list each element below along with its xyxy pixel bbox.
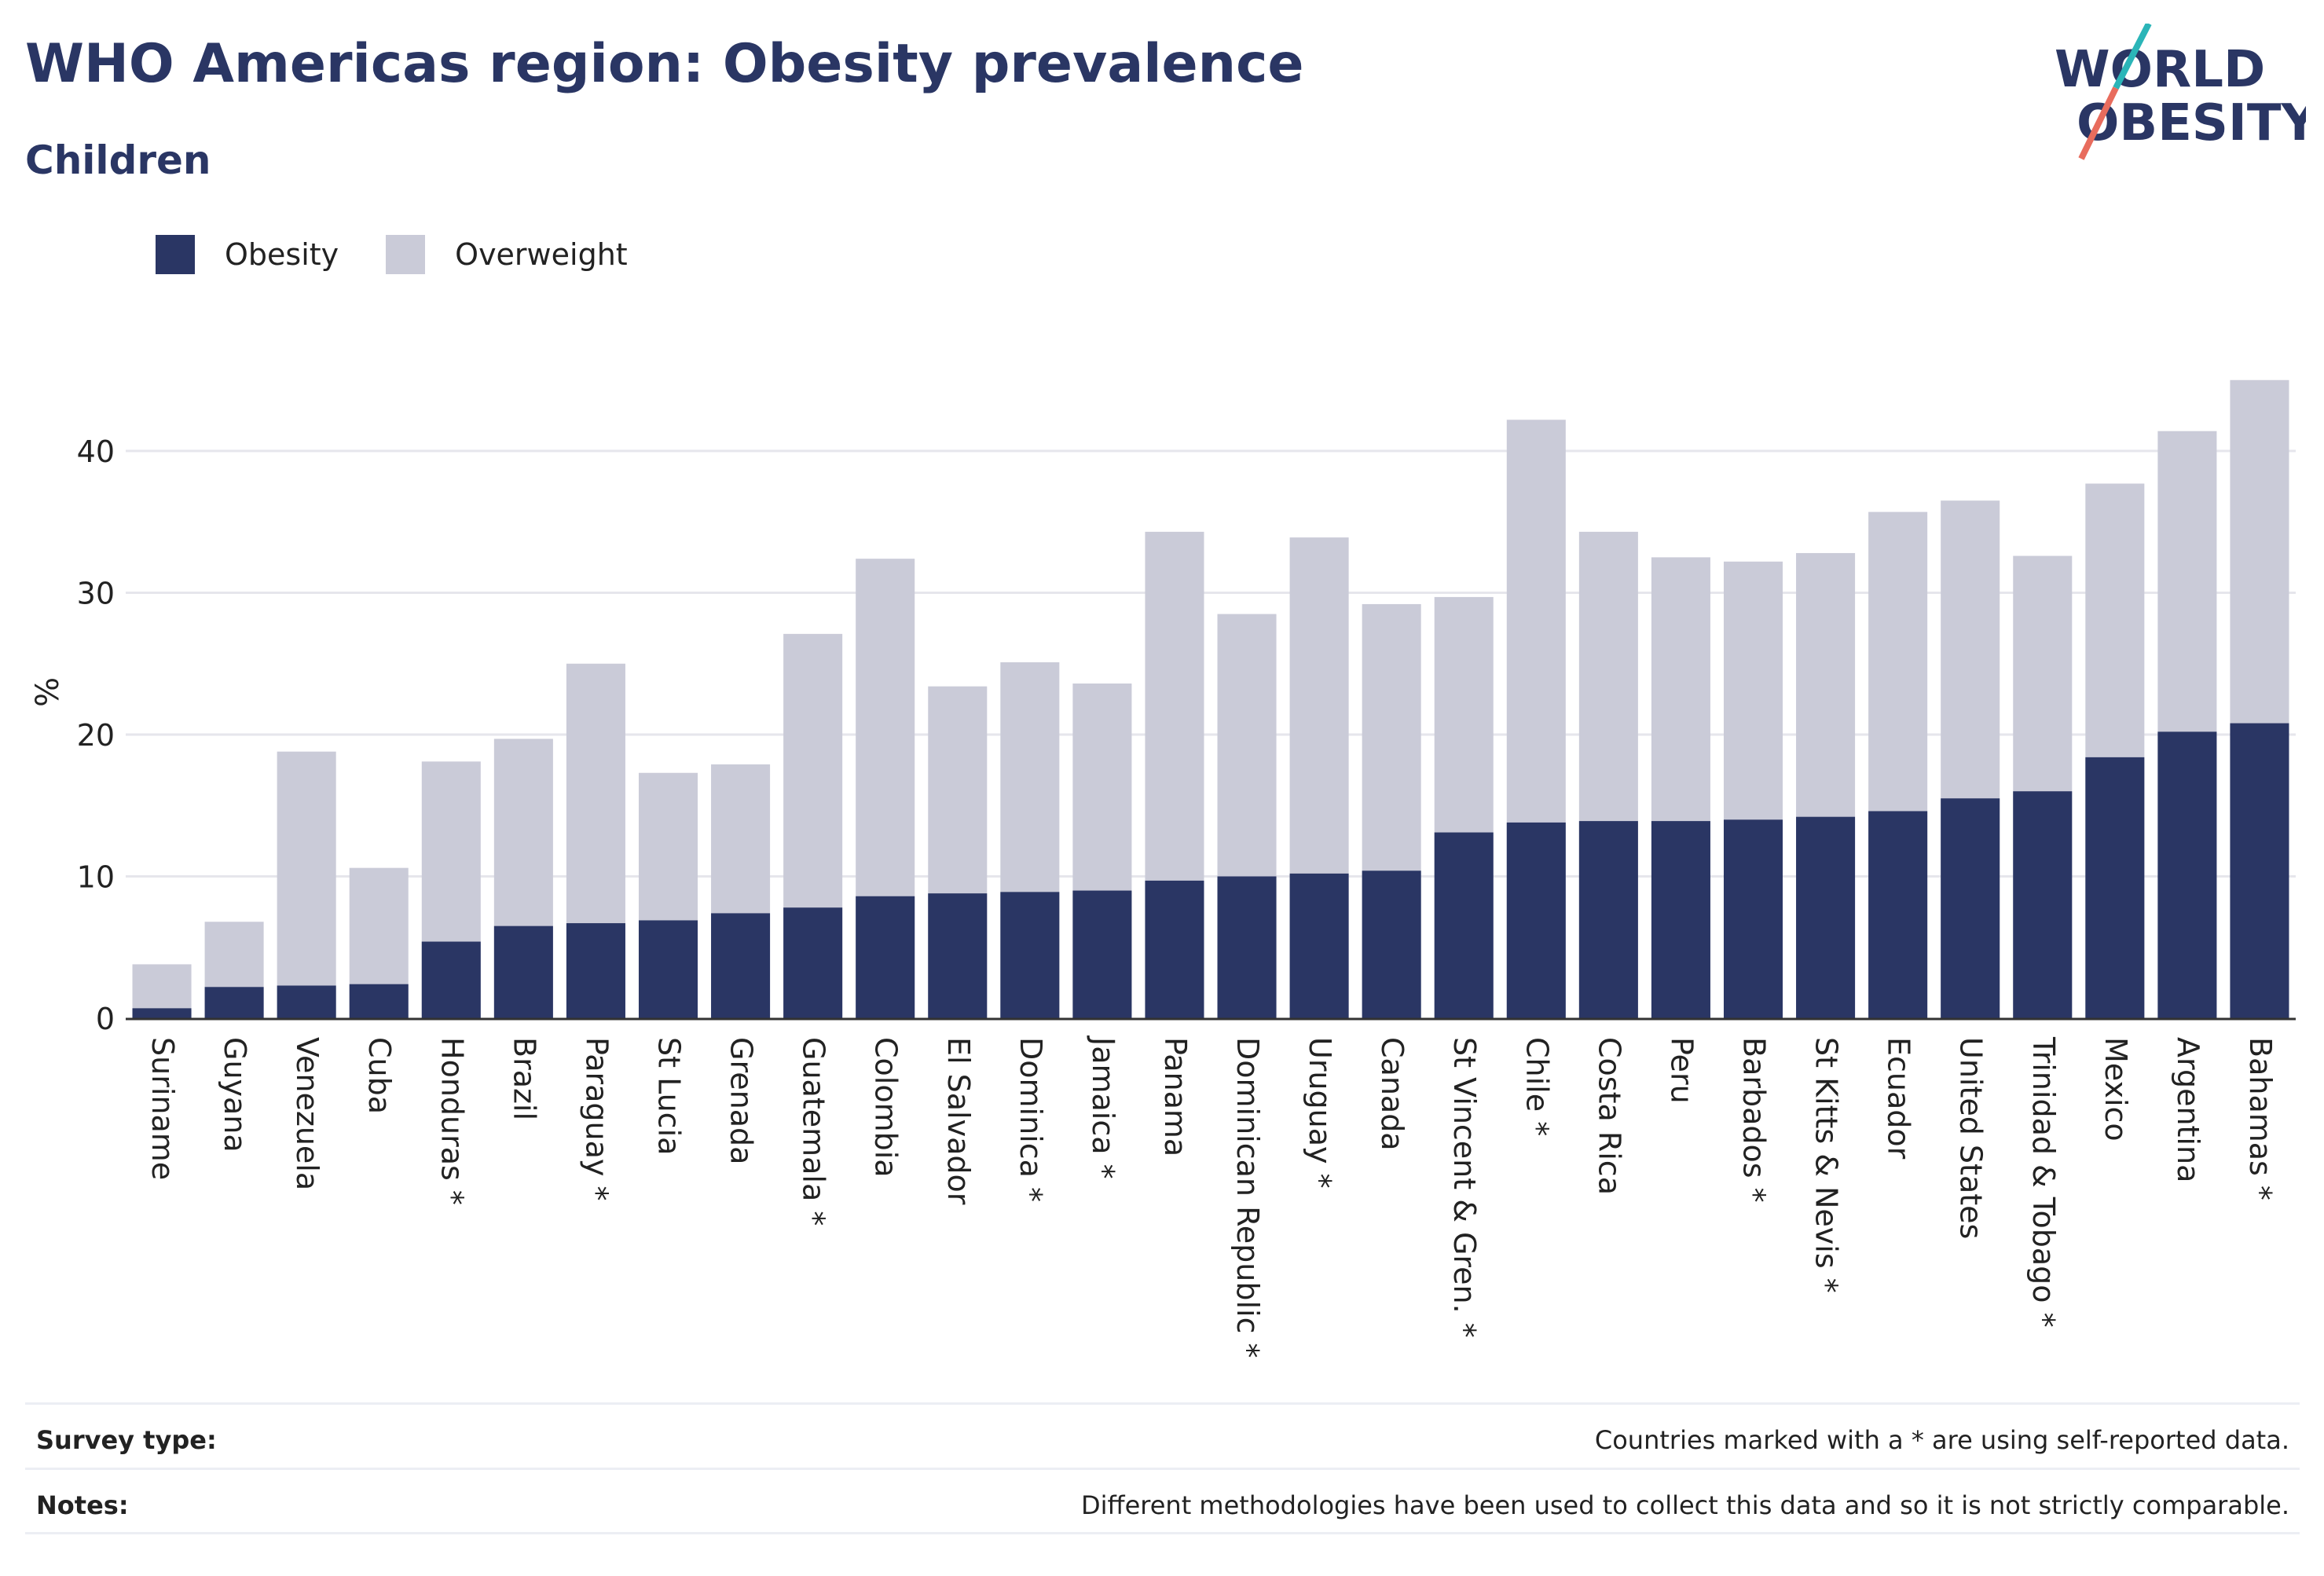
chart-subtitle: Children bbox=[25, 137, 211, 183]
bar-obesity bbox=[2013, 791, 2073, 1018]
bar-obesity bbox=[1868, 811, 1928, 1018]
bar-overweight bbox=[277, 751, 336, 1018]
x-tick-label: Canada bbox=[1375, 1037, 1409, 1151]
bar-obesity bbox=[1072, 890, 1132, 1018]
bar-obesity bbox=[1941, 798, 2000, 1018]
bar-obesity bbox=[493, 925, 553, 1018]
x-tick-label: Peru bbox=[1664, 1037, 1699, 1104]
x-tick-label: Panama bbox=[1158, 1037, 1193, 1156]
x-tick-label: Grenada bbox=[724, 1037, 759, 1164]
notes-label: Notes: bbox=[36, 1490, 129, 1520]
bar-obesity bbox=[132, 1008, 192, 1018]
x-tick-label: Costa Rica bbox=[1592, 1037, 1626, 1195]
x-tick-label: Bahamas * bbox=[2243, 1037, 2278, 1200]
x-tick-label: Guyana bbox=[218, 1037, 252, 1153]
x-tick-label: El Salvador bbox=[941, 1037, 976, 1205]
bar-obesity bbox=[566, 923, 625, 1018]
x-tick-label: Mexico bbox=[2099, 1037, 2133, 1142]
y-tick-label: 10 bbox=[77, 860, 115, 895]
x-tick-label: St Lucia bbox=[652, 1037, 687, 1155]
bar-obesity bbox=[1723, 819, 1783, 1018]
bar-obesity bbox=[2157, 731, 2217, 1018]
bar-obesity bbox=[711, 913, 771, 1018]
x-tick-label: St Kitts & Nevis * bbox=[1809, 1037, 1844, 1293]
y-tick-label: 0 bbox=[96, 1002, 115, 1036]
bar-obesity bbox=[1145, 880, 1204, 1018]
chart-title: WHO Americas region: Obesity prevalence bbox=[25, 33, 1304, 95]
bar-chart: 0 10 20 30 40% Suriname Guyana Venezuela Cuba Hon… bbox=[30, 379, 2296, 1358]
bar-obesity bbox=[1651, 821, 1710, 1018]
x-tick-label: Ecuador bbox=[1882, 1037, 1916, 1160]
bar-obesity bbox=[349, 984, 409, 1018]
legend-swatch-overweight bbox=[386, 235, 426, 274]
bar-obesity bbox=[1217, 876, 1277, 1018]
x-tick-label: Barbados * bbox=[1737, 1037, 1772, 1203]
bar-obesity bbox=[277, 985, 336, 1018]
bar-obesity bbox=[638, 920, 698, 1018]
y-axis-label: % bbox=[30, 677, 66, 707]
x-tick-label: Uruguay * bbox=[1303, 1037, 1337, 1189]
x-tick-label: Paraguay * bbox=[579, 1037, 614, 1200]
bar-obesity bbox=[1289, 873, 1349, 1018]
legend-item-obesity: Obesity bbox=[156, 235, 339, 274]
x-tick-label: Dominican Republic * bbox=[1230, 1037, 1265, 1358]
bar-obesity bbox=[1796, 816, 1856, 1018]
bar-obesity bbox=[783, 907, 843, 1018]
x-tick-label: Brazil bbox=[507, 1037, 541, 1120]
bar-obesity bbox=[421, 941, 481, 1018]
bar-obesity bbox=[1506, 822, 1566, 1018]
world-obesity-logo: WORLD OBESITY bbox=[2055, 24, 2306, 160]
bar-obesity bbox=[2085, 757, 2145, 1018]
x-tick-label: Jamaica * bbox=[1086, 1035, 1120, 1179]
footer-divider-top bbox=[25, 1402, 2300, 1405]
x-tick-label: United States bbox=[1954, 1037, 1989, 1239]
x-tick-label: Suriname bbox=[145, 1037, 180, 1180]
x-tick-label: Venezuela bbox=[290, 1037, 324, 1190]
bar-obesity bbox=[2230, 723, 2289, 1018]
y-tick-label: 20 bbox=[77, 718, 115, 753]
x-tick-label: Chile * bbox=[1519, 1037, 1554, 1136]
svg-text:OBESITY: OBESITY bbox=[2077, 94, 2306, 152]
bar-obesity bbox=[856, 896, 915, 1018]
survey-type-label: Survey type: bbox=[36, 1425, 217, 1455]
x-tick-label: Dominica * bbox=[1014, 1037, 1048, 1202]
y-tick-label: 30 bbox=[77, 577, 115, 611]
x-tick-label: Argentina bbox=[2171, 1037, 2205, 1182]
x-tick-label: Guatemala * bbox=[797, 1037, 831, 1226]
bar-obesity bbox=[1434, 832, 1494, 1018]
legend-swatch-obesity bbox=[156, 235, 195, 274]
bar-obesity bbox=[204, 987, 264, 1018]
legend-label-overweight: Overweight bbox=[455, 237, 628, 272]
bar-obesity bbox=[928, 893, 988, 1018]
bar-obesity bbox=[1000, 892, 1060, 1018]
chart-legend: Obesity Overweight bbox=[156, 234, 675, 275]
notes-text: Different methodologies have been used t… bbox=[1081, 1490, 2289, 1520]
x-tick-label: Trinidad & Tobago * bbox=[2026, 1036, 2061, 1328]
x-tick-label: St Vincent & Gren. * bbox=[1447, 1037, 1482, 1338]
survey-type-text: Countries marked with a * are using self… bbox=[1594, 1425, 2289, 1455]
legend-item-overweight: Overweight bbox=[386, 235, 628, 274]
svg-text:WORLD: WORLD bbox=[2055, 41, 2265, 99]
x-tick-label: Cuba bbox=[362, 1037, 397, 1114]
footer-divider-middle bbox=[25, 1468, 2300, 1470]
x-tick-label: Honduras * bbox=[434, 1037, 469, 1205]
bar-obesity bbox=[1362, 870, 1421, 1018]
x-tick-label: Colombia bbox=[869, 1037, 904, 1178]
bar-obesity bbox=[1578, 821, 1638, 1018]
footer-divider-bottom bbox=[25, 1532, 2300, 1534]
y-tick-label: 40 bbox=[77, 434, 115, 469]
legend-label-obesity: Obesity bbox=[225, 237, 339, 272]
